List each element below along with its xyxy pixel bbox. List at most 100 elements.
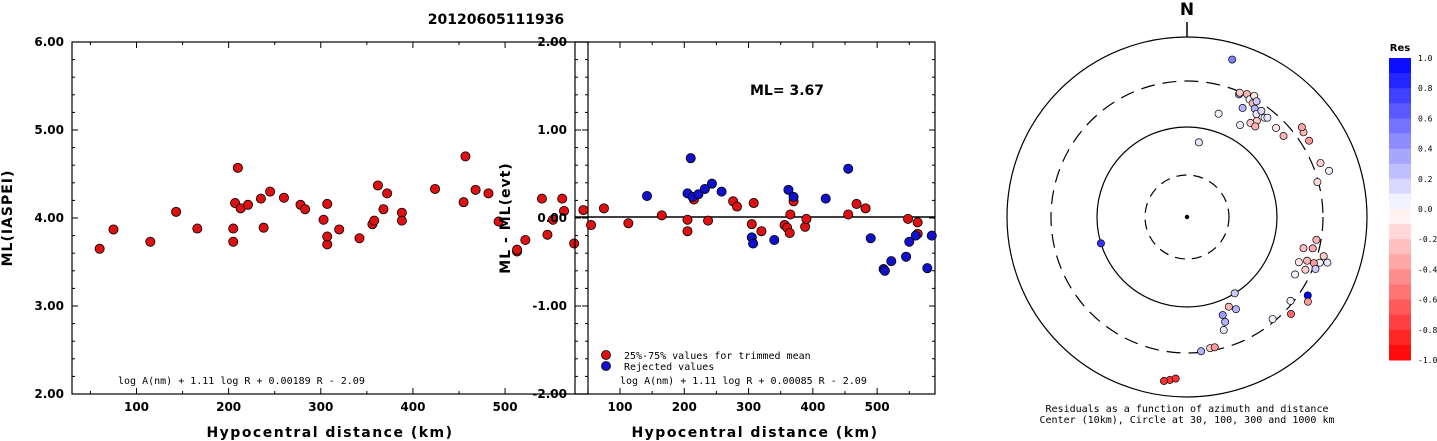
rejected-point xyxy=(927,231,936,240)
residual-point xyxy=(1309,245,1316,252)
data-point xyxy=(537,194,546,203)
y-tick-label: -1.00 xyxy=(532,299,567,313)
rejected-point xyxy=(789,192,798,201)
data-point xyxy=(383,189,392,198)
data-point xyxy=(335,225,344,234)
data-point xyxy=(657,211,666,220)
data-point xyxy=(459,198,468,207)
azimuth-distance-plot: N Residuals as a function of azimuth and… xyxy=(1007,0,1367,426)
y-tick-label: 2.00 xyxy=(34,387,64,401)
data-point xyxy=(109,225,118,234)
colorbar-swatches xyxy=(1389,58,1411,361)
colorbar-swatch xyxy=(1389,300,1411,316)
colorbar-swatch xyxy=(1389,118,1411,134)
legend-blue-label: Rejected values xyxy=(624,362,714,373)
data-point xyxy=(624,219,633,228)
y-tick-labels: 2.00 3.00 4.00 5.00 6.00 xyxy=(34,35,64,401)
colorbar-swatch xyxy=(1389,179,1411,195)
data-point xyxy=(579,205,588,214)
colorbar-swatch xyxy=(1389,345,1411,361)
residual-point xyxy=(1320,253,1327,260)
data-point xyxy=(172,207,181,216)
data-point xyxy=(430,184,439,193)
colorbar-label: 0.8 xyxy=(1418,84,1433,93)
rejected-point xyxy=(887,257,896,266)
x-tick-label: 500 xyxy=(493,400,518,414)
colorbar-label: 0.2 xyxy=(1418,175,1433,184)
x-tick-labels: 100 200 300 400 500 xyxy=(607,400,889,414)
rejected-point xyxy=(642,191,651,200)
residual-point xyxy=(1237,121,1244,128)
data-point xyxy=(802,214,811,223)
colorbar-label: 0.0 xyxy=(1418,205,1433,214)
residual-point xyxy=(1232,306,1239,313)
data-point xyxy=(229,237,238,246)
residual-point xyxy=(1198,348,1205,355)
data-point xyxy=(586,220,595,229)
data-point xyxy=(233,163,242,172)
colorbar-label: 0.6 xyxy=(1418,114,1433,123)
rejected-point xyxy=(844,164,853,173)
y-tick-label: 6.00 xyxy=(34,35,64,49)
x-tick-label: 300 xyxy=(736,400,761,414)
residual-point xyxy=(1195,139,1202,146)
legend-red-label: 25%-75% values for trimmed mean xyxy=(624,351,811,362)
y-tick-label: 4.00 xyxy=(34,211,64,225)
x-tick-label: 200 xyxy=(216,400,241,414)
data-point xyxy=(747,220,756,229)
residual-point xyxy=(1172,375,1179,382)
x-tick-label: 300 xyxy=(308,400,333,414)
residual-point xyxy=(1298,124,1305,131)
x-tick-label: 500 xyxy=(865,400,890,414)
y-tick-label: 3.00 xyxy=(34,299,64,313)
data-point xyxy=(683,227,692,236)
residual-point xyxy=(1272,124,1279,131)
residual-point xyxy=(1313,236,1320,243)
colorbar-swatch xyxy=(1389,164,1411,180)
residual-point xyxy=(1229,56,1236,63)
residual-point xyxy=(1231,290,1238,297)
data-point xyxy=(323,232,332,241)
residual-point xyxy=(1306,137,1313,144)
colorbar-swatch xyxy=(1389,269,1411,285)
data-point xyxy=(852,199,861,208)
x-tick-labels: 100 200 300 400 500 xyxy=(124,400,518,414)
residual-point xyxy=(1287,310,1294,317)
colorbar-swatch xyxy=(1389,58,1411,74)
data-point xyxy=(243,200,252,209)
formula-label: log A(nm) + 1.11 log R + 0.00085 R - 2.0… xyxy=(620,376,867,387)
data-point xyxy=(558,194,567,203)
residual-point xyxy=(1253,98,1260,105)
colorbar-swatch xyxy=(1389,88,1411,104)
residual-point xyxy=(1291,271,1298,278)
data-point xyxy=(370,216,379,225)
colorbar-label: -0.8 xyxy=(1418,326,1437,335)
caption-line-1: Residuals as a function of azimuth and d… xyxy=(1046,404,1329,415)
data-point xyxy=(301,205,310,214)
data-point xyxy=(193,224,202,233)
x-tick-label: 100 xyxy=(124,400,149,414)
data-point xyxy=(146,237,155,246)
data-point xyxy=(786,210,795,219)
rejected-point xyxy=(686,154,695,163)
y-tick-label: 2.00 xyxy=(537,35,567,49)
colorbar-swatch xyxy=(1389,285,1411,301)
data-points xyxy=(586,154,936,276)
data-point xyxy=(279,193,288,202)
data-point xyxy=(95,244,104,253)
colorbar-label: 1.0 xyxy=(1418,54,1433,63)
data-point xyxy=(861,204,870,213)
rejected-point xyxy=(923,264,932,273)
colorbar-swatch xyxy=(1389,224,1411,240)
colorbar-swatch xyxy=(1389,134,1411,150)
x-tick-label: 200 xyxy=(672,400,697,414)
rejected-point xyxy=(901,252,910,261)
residual-points xyxy=(1097,56,1332,385)
data-point xyxy=(355,234,364,243)
y-tick-label: 5.00 xyxy=(34,123,64,137)
colorbar-label: -0.6 xyxy=(1418,296,1437,305)
y-tick-label: 0.00 xyxy=(537,211,567,225)
residual-point xyxy=(1303,257,1310,264)
rejected-point xyxy=(911,231,920,240)
data-point xyxy=(379,205,388,214)
